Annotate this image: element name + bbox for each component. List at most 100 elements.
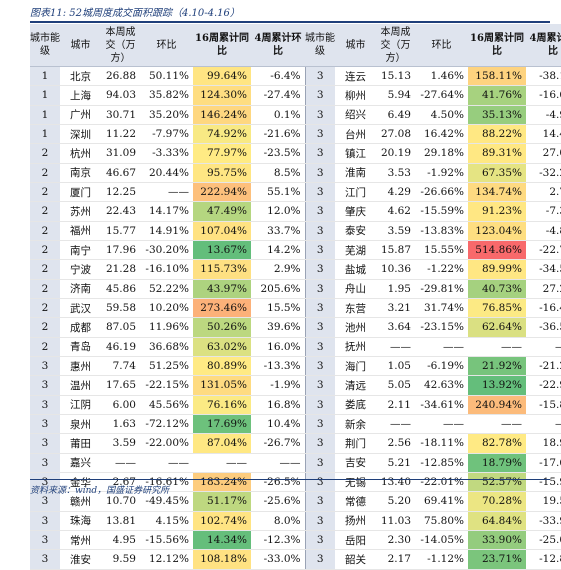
cell-16w-yoy: 47.49%	[193, 201, 251, 222]
cell-wow: -1.12%	[415, 549, 468, 570]
cell-city: 常州	[60, 530, 101, 551]
cell-volume: 12.25	[101, 182, 140, 203]
cell-4w-mom: 0.1%	[251, 105, 306, 125]
cell-16w-yoy: 70.28%	[468, 491, 526, 512]
cell-4w-mom: -15.8%	[526, 395, 561, 415]
cell-level: 3	[305, 105, 335, 125]
cell-4w-mom: 205.6%	[251, 279, 306, 299]
cell-volume: 9.59	[101, 549, 140, 570]
cell-volume: 2.17	[376, 549, 415, 570]
cell-volume: 17.96	[101, 240, 140, 261]
cell-volume: 22.43	[101, 201, 140, 222]
cell-16w-yoy: 62.64%	[468, 317, 526, 338]
cell-level: 3	[30, 433, 60, 454]
cell-wow: -29.81%	[415, 279, 468, 299]
cell-4w-mom: -38.1%	[526, 66, 561, 87]
cell-wow: 42.63%	[415, 375, 468, 396]
cell-city: 镇江	[335, 143, 376, 164]
cell-level: 2	[30, 240, 60, 261]
cell-city: 东营	[335, 298, 376, 319]
cell-4w-mom: 19.5%	[526, 491, 561, 512]
cell-volume: 5.21	[376, 453, 415, 473]
cell-4w-mom: 2.9%	[251, 259, 306, 280]
table-row: 3 珠海 13.81 4.15% 102.74% 8.0% 3 扬州 11.03 75.80% 64…	[30, 511, 561, 531]
cell-wow: 14.17%	[140, 201, 193, 222]
cell-16w-yoy: 33.90%	[468, 530, 526, 551]
cell-16w-yoy: 91.23%	[468, 201, 526, 222]
cell-volume: 59.58	[101, 298, 140, 319]
table-row: 1 上海 94.03 35.82% 124.30% -27.4% 3 柳州 5.94 -27.64…	[30, 85, 561, 106]
table-row: 2 武汉 59.58 10.20% 273.46% 15.5% 3 东营 3.21 31.74% 7…	[30, 298, 561, 319]
cell-level: 3	[30, 472, 60, 493]
cell-volume: 45.86	[101, 279, 140, 299]
cell-16w-yoy: 89.99%	[468, 259, 526, 280]
table-row: 3 莆田 3.59 -22.00% 87.04% -26.7% 3 荆门 2.56 -18.11%…	[30, 433, 561, 454]
table-row: 3 温州 17.65 -22.15% 131.05% -1.9% 3 清远 5.05 42.63%…	[30, 375, 561, 396]
cell-4w-mom: -4.9%	[526, 105, 561, 125]
cell-level: 2	[30, 221, 60, 241]
cell-city: 福州	[60, 221, 101, 241]
cell-4w-mom: 10.4%	[251, 414, 306, 435]
cell-16w-yoy: 146.24%	[193, 105, 251, 125]
cell-4w-mom: 8.5%	[251, 163, 306, 183]
cell-city: 泰安	[335, 221, 376, 241]
cell-volume: 4.95	[101, 530, 140, 551]
cell-level: 1	[30, 85, 60, 106]
cell-volume: 21.28	[101, 259, 140, 280]
cell-4w-mom: ——	[251, 453, 306, 473]
cell-wow: 4.50%	[415, 105, 468, 125]
cell-16w-yoy: ——	[468, 414, 526, 435]
cell-4w-mom: -21.6%	[251, 124, 306, 145]
cell-city: 宁波	[60, 259, 101, 280]
cell-level: 3	[305, 375, 335, 396]
cell-wow: 11.96%	[140, 317, 193, 338]
table-row: 1 北京 26.88 50.11% 99.64% -6.4% 3 连云 15.13 1.46% 15…	[30, 66, 561, 87]
cell-wow: 35.82%	[140, 85, 193, 106]
cell-city: 柳州	[335, 85, 376, 106]
cell-volume: 5.05	[376, 375, 415, 396]
cell-wow: ——	[415, 414, 468, 435]
cell-volume: 27.08	[376, 124, 415, 145]
cell-4w-mom: -34.5%	[526, 259, 561, 280]
cell-city: 吉安	[335, 453, 376, 473]
cell-level: 3	[305, 433, 335, 454]
cell-city: 舟山	[335, 279, 376, 299]
cell-volume: 20.19	[376, 143, 415, 164]
cell-16w-yoy: 77.97%	[193, 143, 251, 164]
cell-level: 3	[30, 414, 60, 435]
cell-city: 新余	[335, 414, 376, 435]
cell-volume: 15.87	[376, 240, 415, 261]
table-title: 图表11: 52城周度成交面积跟踪（4.10-4.16）	[30, 8, 240, 19]
cell-16w-yoy: 76.85%	[468, 298, 526, 319]
cell-wow: -15.56%	[140, 530, 193, 551]
table-row: 2 福州 15.77 14.91% 107.04% 33.7% 3 泰安 3.59 -13.83%…	[30, 221, 561, 241]
cell-city: 济南	[60, 279, 101, 299]
cell-4w-mom: -33.0%	[251, 549, 306, 570]
table-row: 2 苏州 22.43 14.17% 47.49% 12.0% 3 肇庆 4.62 -15.59% 9…	[30, 201, 561, 222]
cell-volume: ——	[376, 337, 415, 357]
cell-wow: 29.18%	[415, 143, 468, 164]
cell-city: 杭州	[60, 143, 101, 164]
header-4w-mom: 4周累计环比	[251, 24, 305, 67]
cell-volume: 5.94	[376, 85, 415, 106]
cell-volume: ——	[101, 453, 140, 473]
cell-16w-yoy: ——	[193, 453, 251, 473]
cell-16w-yoy: 14.34%	[193, 530, 251, 551]
header-level: 城市能级	[30, 24, 60, 67]
cell-4w-mom: -25.6%	[251, 491, 306, 512]
cell-level: 1	[30, 124, 60, 145]
cell-4w-mom: -6.4%	[251, 66, 306, 87]
cell-16w-yoy: 514.86%	[468, 240, 526, 261]
cell-wow: 1.46%	[415, 66, 468, 87]
cell-4w-mom: -12.3%	[251, 530, 306, 551]
table-row: 2 杭州 31.09 -3.33% 77.97% -23.5% 3 镇江 20.19 29.18%…	[30, 143, 561, 164]
cell-level: 3	[305, 259, 335, 280]
cell-level: 3	[305, 511, 335, 531]
cell-level: 2	[30, 163, 60, 183]
cell-volume: 15.13	[376, 66, 415, 87]
cell-city: 扬州	[335, 511, 376, 531]
cell-wow: -22.01%	[415, 472, 468, 493]
cell-city: 莆田	[60, 433, 101, 454]
table-row: 2 济南 45.86 52.22% 43.97% 205.6% 3 舟山 1.95 -29.81%…	[30, 279, 561, 299]
cell-volume: 5.20	[376, 491, 415, 512]
